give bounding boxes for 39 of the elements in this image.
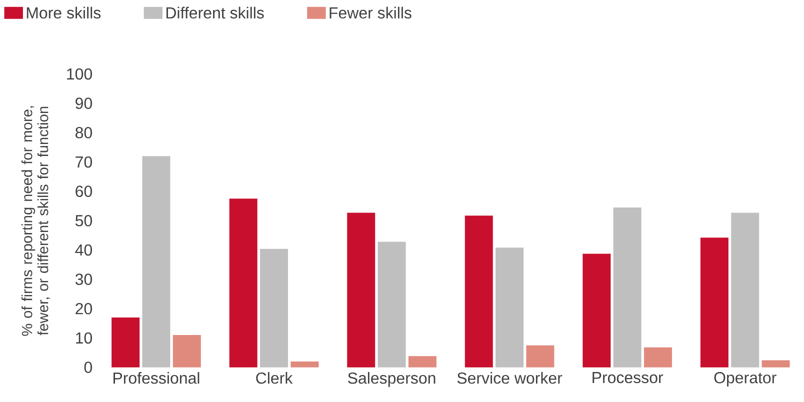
legend-label: Different skills xyxy=(166,6,264,19)
y-tick-label: 30 xyxy=(75,274,92,285)
bar xyxy=(229,198,258,368)
x-tick-label: Professional xyxy=(114,372,200,384)
y-tick-label: 50 xyxy=(75,214,92,226)
bar xyxy=(464,216,493,368)
bar xyxy=(762,360,790,368)
legend-label: More skills xyxy=(26,6,101,19)
bar xyxy=(112,317,140,368)
x-tick-label: Salesperson xyxy=(348,372,436,387)
bar xyxy=(700,238,728,368)
y-tick-label: 80 xyxy=(76,126,92,138)
y-tick-label: 20 xyxy=(76,302,92,314)
bar xyxy=(408,356,436,368)
bar xyxy=(644,347,672,368)
bar xyxy=(496,248,524,368)
x-tick-label: Clerk xyxy=(256,372,293,384)
bar xyxy=(290,361,319,368)
bar xyxy=(347,212,376,368)
y-tick-label: 60 xyxy=(76,186,92,197)
y-tick-label: 100 xyxy=(67,68,92,80)
y-tick-label: 70 xyxy=(76,156,92,168)
bar xyxy=(260,248,288,368)
bar xyxy=(172,335,201,368)
legend-label: Fewer skills xyxy=(330,6,412,19)
bar xyxy=(613,207,642,368)
bar xyxy=(731,212,760,368)
y-tick-label: 40 xyxy=(75,244,92,256)
y-tick-label: 90 xyxy=(76,98,92,109)
y-tick-label: 0 xyxy=(84,362,92,373)
bar xyxy=(526,345,554,368)
x-tick-label: Service worker xyxy=(457,372,562,384)
y-tick-label: 10 xyxy=(76,332,92,344)
bar xyxy=(582,254,611,368)
y-axis-title: % of firms reporting need for more, fewer, or different skills for function xyxy=(21,106,50,336)
x-tick-label: Processor xyxy=(592,372,664,384)
bar xyxy=(378,242,406,368)
bar xyxy=(142,156,170,368)
x-tick-label: Operator xyxy=(714,372,776,387)
